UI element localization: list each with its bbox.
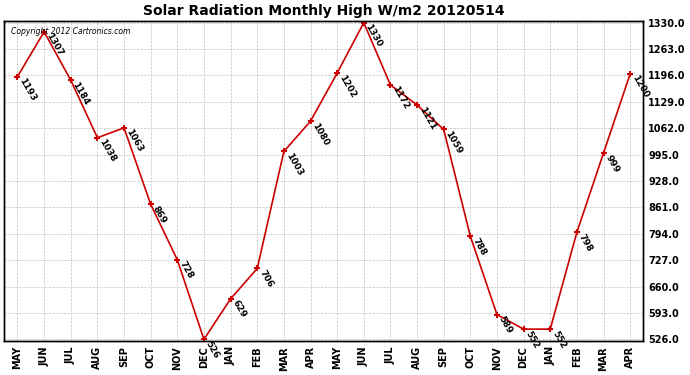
Text: 552: 552 [550, 329, 567, 350]
Text: 589: 589 [497, 315, 514, 335]
Text: 1059: 1059 [444, 129, 464, 156]
Text: 999: 999 [604, 153, 621, 174]
Text: 1080: 1080 [310, 121, 331, 147]
Text: 1307: 1307 [44, 32, 64, 58]
Text: 1202: 1202 [337, 73, 357, 99]
Text: 798: 798 [577, 232, 594, 253]
Text: 1003: 1003 [284, 152, 304, 177]
Title: Solar Radiation Monthly High W/m2 20120514: Solar Radiation Monthly High W/m2 201205… [143, 4, 504, 18]
Text: 1038: 1038 [97, 138, 117, 164]
Text: 1172: 1172 [391, 85, 411, 111]
Text: 552: 552 [524, 329, 541, 350]
Text: 526: 526 [204, 339, 221, 360]
Text: 1193: 1193 [17, 76, 38, 103]
Text: 1184: 1184 [71, 80, 91, 106]
Text: Copyright 2012 Cartronics.com: Copyright 2012 Cartronics.com [10, 27, 130, 36]
Text: 788: 788 [471, 236, 488, 257]
Text: 869: 869 [150, 204, 168, 225]
Text: 1121: 1121 [417, 105, 437, 131]
Text: 706: 706 [257, 268, 275, 289]
Text: 728: 728 [177, 260, 195, 280]
Text: 1063: 1063 [124, 128, 144, 154]
Text: 1330: 1330 [364, 23, 384, 49]
Text: 1200: 1200 [630, 74, 650, 100]
Text: 629: 629 [230, 299, 248, 320]
